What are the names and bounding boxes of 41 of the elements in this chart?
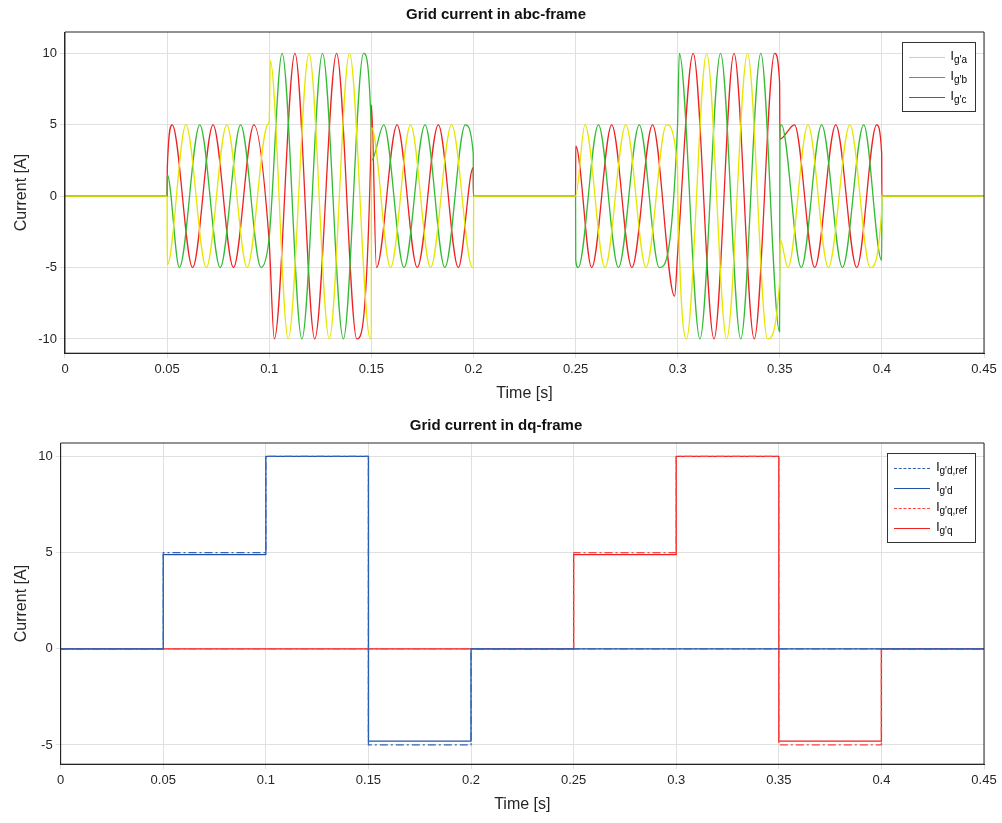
y-tick-label: 10 [38, 448, 53, 464]
y-axis-title: Current [A] [12, 153, 30, 232]
y-tick-label: -5 [41, 736, 53, 752]
x-tick-label: 0.45 [971, 360, 997, 376]
x-tick-label: 0.4 [872, 360, 891, 376]
y-tick-label: 0 [49, 187, 57, 203]
x-axis-title: Time [s] [496, 383, 553, 401]
legend-label: I$_{g'q}$ [936, 519, 953, 537]
x-tick-label: 0.4 [872, 771, 891, 787]
x-tick-label: 0.45 [971, 771, 997, 787]
x-tick-label: 0.15 [355, 771, 382, 787]
x-tick-label: 0.05 [150, 771, 176, 787]
x-tick-label: 0 [61, 360, 69, 376]
y-tick-label: 5 [49, 116, 57, 132]
x-tick-label: 0.05 [154, 360, 180, 376]
y-tick-label: 10 [42, 44, 57, 60]
chart-title: Grid current in dq-frame [409, 416, 583, 434]
x-tick-label: 0.3 [667, 771, 686, 787]
legend-label: I$_{g'b}$ [950, 68, 967, 86]
y-tick-label: 5 [45, 544, 53, 560]
x-tick-label: 0.15 [358, 360, 384, 376]
legend-label: I$_{g'q,ref}$ [936, 499, 967, 517]
x-tick-label: 0.2 [464, 360, 483, 376]
chart-title: Grid current in abc-frame [405, 5, 587, 23]
legend-label: I$_{g'd}$ [936, 479, 953, 497]
x-tick-label: 0.35 [766, 771, 792, 787]
x-axis-title: Time [s] [494, 794, 551, 812]
y-tick-label: -10 [38, 330, 57, 346]
x-tick-label: 0.35 [767, 360, 793, 376]
x-tick-label: 0.25 [562, 360, 589, 376]
x-tick-label: 0.25 [560, 771, 587, 787]
y-tick-label: 0 [45, 640, 53, 656]
y-axis-title: Current [A] [12, 564, 30, 643]
legend-label: I$_{g'a}$ [950, 48, 967, 66]
legend-label: I$_{g'c}$ [950, 88, 967, 106]
x-tick-label: 0.1 [260, 360, 279, 376]
x-tick-label: 0.3 [668, 360, 687, 376]
x-tick-label: 0.1 [256, 771, 275, 787]
legend-label: I$_{g'd,ref}$ [936, 459, 967, 477]
y-tick-label: -5 [45, 259, 57, 275]
x-tick-label: 0.2 [461, 771, 481, 787]
